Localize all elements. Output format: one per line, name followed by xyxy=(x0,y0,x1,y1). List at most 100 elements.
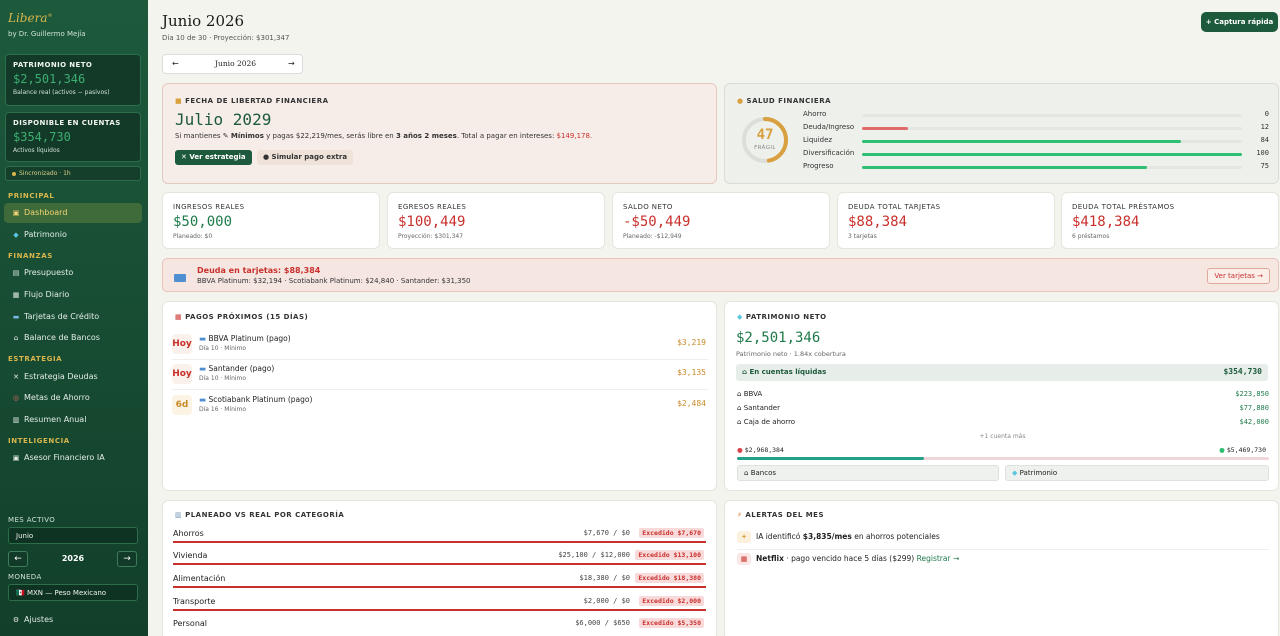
divider xyxy=(172,389,708,390)
sync-status: Sincronizado · 1h xyxy=(5,166,141,181)
tab-patrimonio[interactable]: ◆ Patrimonio xyxy=(1005,465,1269,481)
liabilities-total: $2,968,384 xyxy=(744,446,784,454)
month-navigator: ← Junio 2026 → xyxy=(162,54,303,74)
sidebar-item-bancos[interactable]: ⌂ Balance de Bancos xyxy=(4,328,142,348)
currency-select[interactable]: 🇲🇽 MXN — Peso Mexicano xyxy=(8,584,138,601)
health-score: 47 xyxy=(756,127,774,143)
currency-label: MONEDA xyxy=(8,573,42,581)
health-metric-value: 84 xyxy=(1260,136,1269,144)
sidebar-item-tarjetas[interactable]: ▬ Tarjetas de Crédito xyxy=(4,307,142,327)
categories-title: PLANEADO VS REAL POR CATEGORÍA xyxy=(185,511,345,519)
health-metric-row: Liquidez 84 xyxy=(803,136,1273,146)
moneybag-icon: ● xyxy=(263,153,270,161)
category-row[interactable]: Vivienda $25,100 / $12,000 Excedido $13,10… xyxy=(173,550,706,572)
kpi-card-expenses: EGRESOS REALES $100,449 Proyección: $301,3… xyxy=(387,192,605,249)
payments-title: PAGOS PRÓXIMOS (15 DÍAS) xyxy=(185,313,309,321)
section-principal: PRINCIPAL xyxy=(8,192,55,200)
view-strategy-button[interactable]: ✕ Ver estrategia xyxy=(175,150,252,165)
networth-sub: Patrimonio neto · 1.84x cobertura xyxy=(736,350,846,358)
freedom-title: FECHA DE LIBERTAD FINANCIERA xyxy=(185,97,329,105)
active-month-label: MES ACTIVO xyxy=(8,516,56,524)
more-accounts[interactable]: +1 cuenta más xyxy=(979,433,1026,440)
freedom-date: Julio 2029 xyxy=(175,110,272,129)
kpi-card-card-debt: DEUDA TOTAL TARJETAS $88,384 3 tarjetas xyxy=(837,192,1055,249)
networth-split-bar xyxy=(737,457,1269,460)
category-row[interactable]: Transporte $2,000 / $0 Excedido $2,000 xyxy=(173,596,706,618)
sidebar-item-ajustes[interactable]: ⚙ Ajustes xyxy=(4,610,142,630)
health-metric-fill xyxy=(862,166,1147,169)
health-metric-fill xyxy=(862,140,1182,143)
sidebar-item-flujo-diario[interactable]: ▦ Flujo Diario xyxy=(4,285,142,305)
health-metric-label: Ahorro xyxy=(803,110,827,118)
strategy-icon: ✕ xyxy=(181,153,187,161)
sidebar-item-estrategia-deudas[interactable]: ✕ Estrategia Deudas xyxy=(4,367,142,387)
diamond-icon: ◆ xyxy=(13,231,19,239)
card-icon: ▬ xyxy=(199,395,207,404)
sidebar-item-metas-ahorro[interactable]: ◎ Metas de Ahorro xyxy=(4,388,142,408)
target-icon: ◎ xyxy=(12,394,20,402)
card-icon: ▬ xyxy=(12,313,20,321)
bank-row[interactable]: ⌂ Santander $77,880 xyxy=(737,404,1269,412)
month-next-button[interactable]: → xyxy=(288,59,295,68)
sidebar-item-asesor-ia[interactable]: ▣ Asesor Financiero IA xyxy=(4,448,142,468)
page-title: Junio 2026 xyxy=(162,12,245,30)
payment-row[interactable]: Hoy ▬ BBVA Platinum (pago) Día 10 · Míni… xyxy=(172,334,706,354)
card-debt-alert-title: Deuda en tarjetas: $88,384 xyxy=(197,266,321,275)
simulate-extra-button[interactable]: ● Simular pago extra xyxy=(257,150,354,165)
kpi-card-net-balance: SALDO NETO -$50,449 Planeado: -$12,949 xyxy=(612,192,830,249)
card-icon: ▬ xyxy=(199,334,207,343)
year-next-button[interactable]: → xyxy=(117,551,137,567)
alert-row[interactable]: ✦ IA identificó $3,835/mes en ahorros pot… xyxy=(737,531,1269,549)
lightning-icon: ⚡ xyxy=(737,511,743,519)
freedom-description: Si mantienes ✎ Mínimos y pagas $22,219/m… xyxy=(175,132,593,140)
month-prev-button[interactable]: ← xyxy=(172,59,179,68)
liquid-accounts-row[interactable]: ⌂ En cuentas líquidas $354,730 xyxy=(736,364,1268,381)
app-logo[interactable]: Libera® xyxy=(8,11,53,25)
category-comparison-card: ▥ PLANEADO VS REAL POR CATEGORÍA xyxy=(162,500,717,636)
category-row[interactable]: Ahorros $7,670 / $0 Excedido $7,670 xyxy=(173,528,706,550)
net-worth-summary: PATRIMONIO NETO $2,501,346 Balance real … xyxy=(5,54,141,106)
view-cards-button[interactable]: Ver tarjetas → xyxy=(1207,268,1270,284)
bank-row[interactable]: ⌂ BBVA $223,850 xyxy=(737,390,1269,398)
sidebar-item-resumen-anual[interactable]: ▥ Resumen Anual xyxy=(4,410,142,430)
active-month-select[interactable]: Junio xyxy=(8,527,138,544)
health-metric-row: Deuda/Ingreso 12 xyxy=(803,123,1273,133)
category-row[interactable]: Alimentación $18,380 / $0 Excedido $18,380 xyxy=(173,573,706,595)
bank-icon: ⌂ xyxy=(737,390,742,398)
payment-row[interactable]: Hoy ▬ Santander (pago) Día 10 · Mínimo $… xyxy=(172,364,706,384)
chart-icon: ▥ xyxy=(12,416,20,424)
quick-capture-button[interactable]: + Captura rápida xyxy=(1201,12,1278,32)
available-value: $354,730 xyxy=(13,130,71,144)
credit-card-icon xyxy=(174,274,186,282)
category-row[interactable]: Personal $6,000 / $650 Excedido $5,350 xyxy=(173,618,706,636)
bank-icon: ⌂ xyxy=(737,418,742,426)
sword-icon: ✕ xyxy=(13,373,19,381)
diamond-icon: ◆ xyxy=(737,313,743,321)
health-title: SALUD FINANCIERA xyxy=(746,97,831,105)
register-link[interactable]: Registrar → xyxy=(916,554,960,563)
month-nav-label: Junio 2026 xyxy=(215,59,257,68)
bank-icon: ⌂ xyxy=(744,469,749,477)
page-subtitle: Día 10 de 30 · Proyección: $301,347 xyxy=(162,34,290,42)
sidebar-item-presupuesto[interactable]: ▤ Presupuesto xyxy=(4,263,142,283)
freedom-date-card: ■ FECHA DE LIBERTAD FINANCIERA Julio 202… xyxy=(162,83,717,184)
payment-row[interactable]: 6d ▬ Scotiabank Platinum (pago) Día 16 ·… xyxy=(172,392,708,420)
health-metric-row: Diversificación 100 xyxy=(803,149,1273,159)
home-icon: ▣ xyxy=(12,209,20,217)
muscle-icon: ● xyxy=(737,97,744,105)
sidebar-item-dashboard[interactable]: ▣ Dashboard xyxy=(4,203,142,223)
tab-banks[interactable]: ⌂ Bancos xyxy=(737,465,999,481)
card-icon: ▬ xyxy=(199,364,207,373)
liquid-value: $354,730 xyxy=(1223,367,1262,376)
year-prev-button[interactable]: ← xyxy=(8,551,28,567)
gear-icon: ⚙ xyxy=(12,616,20,624)
alert-row[interactable]: ▦ Netflix · pago vencido hace 5 días ($29… xyxy=(737,553,1269,571)
sidebar-item-patrimonio[interactable]: ◆ Patrimonio xyxy=(4,225,142,245)
health-metric-label: Diversificación xyxy=(803,149,855,157)
health-metric-fill xyxy=(862,153,1242,156)
lock-icon: ■ xyxy=(175,97,183,105)
robot-icon: ▣ xyxy=(12,454,20,462)
bank-icon: ⌂ xyxy=(737,404,742,412)
bank-row[interactable]: ⌂ Caja de ahorro $42,000 xyxy=(737,418,1269,426)
kpi-card-income: INGRESOS REALES $50,000 Planeado: $0 xyxy=(162,192,380,249)
